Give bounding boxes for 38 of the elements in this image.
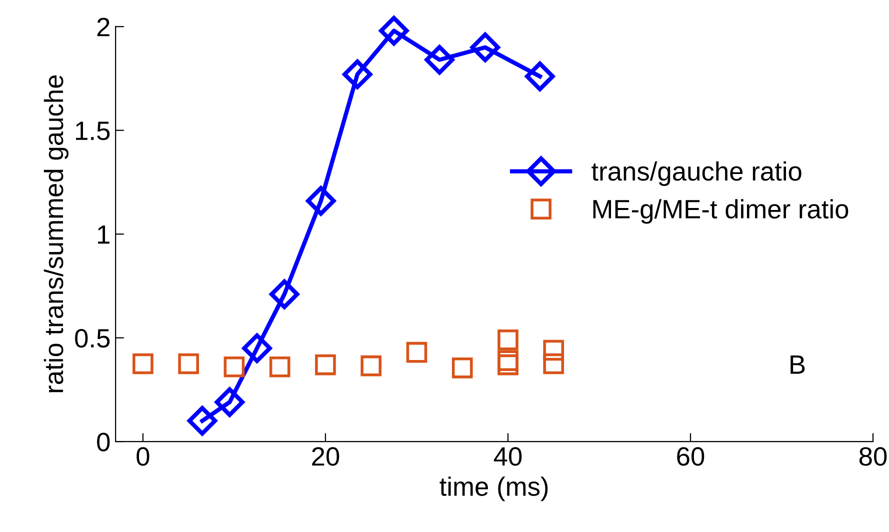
y-tick-label: 0.5	[75, 328, 110, 348]
point	[525, 62, 555, 92]
point	[214, 387, 244, 417]
annotation: B	[790, 356, 805, 374]
point	[424, 44, 454, 75]
point	[242, 333, 272, 364]
y-tick-label: 0	[97, 432, 110, 452]
point	[187, 406, 218, 436]
point	[178, 353, 199, 374]
x-tick-label: 40	[494, 447, 522, 466]
y-tick-label: 2	[97, 18, 110, 36]
point	[498, 350, 518, 372]
y-tick-label: 1.5	[76, 122, 110, 140]
point	[224, 356, 245, 378]
point	[360, 355, 382, 376]
point	[306, 186, 336, 216]
point	[406, 342, 428, 363]
point	[470, 32, 500, 62]
point	[498, 354, 518, 376]
point	[498, 329, 518, 350]
legend-label: ME-g/ME-t dimer ratio	[593, 199, 848, 224]
x-tick-label: 20	[312, 447, 340, 466]
x-tick-label: 60	[677, 447, 704, 466]
point	[543, 340, 564, 361]
y-axis-title: ratio trans/summed gauche	[44, 75, 68, 392]
point	[543, 353, 564, 374]
point	[270, 279, 300, 310]
x-tick-label: 0	[136, 447, 150, 466]
point	[452, 357, 473, 378]
x-tick-label: 80	[859, 447, 887, 466]
legend-label: trans/gauche ratio	[592, 161, 802, 186]
y-tick-label: 1	[98, 225, 110, 244]
point	[342, 59, 372, 90]
point	[379, 16, 409, 46]
x-axis-title: time (ms)	[440, 476, 548, 502]
point	[269, 356, 290, 378]
point	[315, 354, 336, 376]
point	[132, 353, 154, 374]
